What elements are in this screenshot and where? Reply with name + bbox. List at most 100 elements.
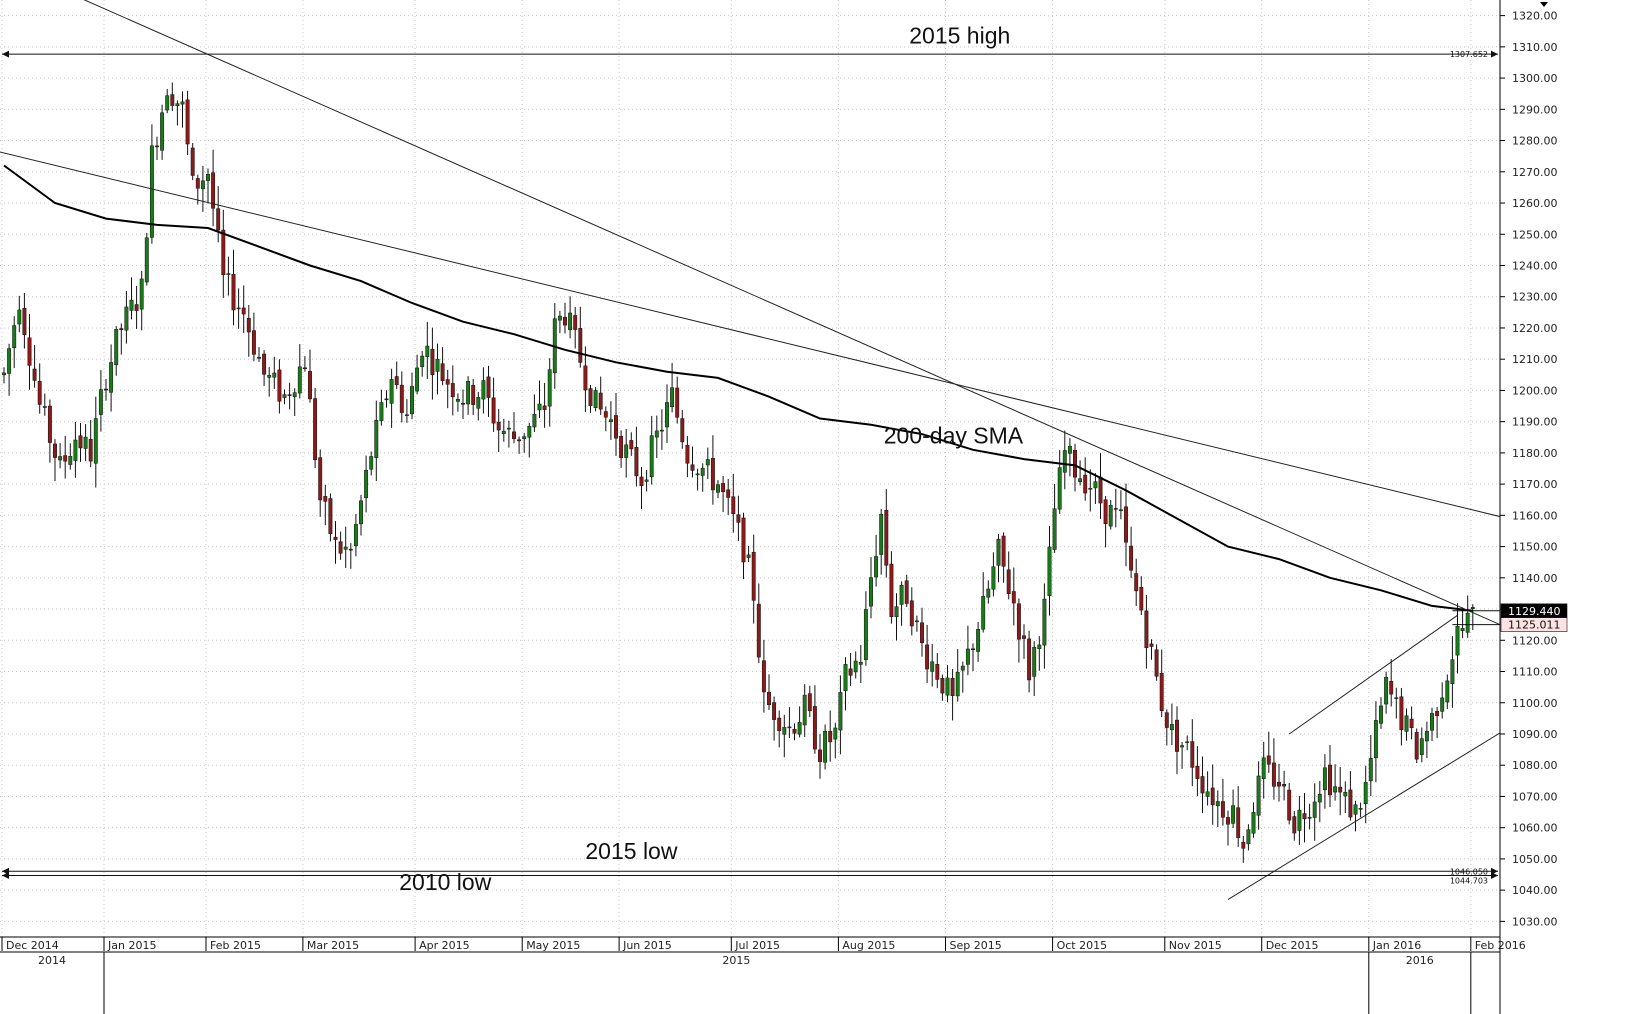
candle-body [216,208,221,231]
candle-body [170,94,175,106]
candle-body [88,439,93,462]
candle-body [1236,807,1241,838]
candle [654,415,659,459]
chart-annotation: 200-day SMA [884,423,1024,449]
candle-body [568,312,573,331]
candle-body [1088,488,1093,490]
candle [1328,745,1332,808]
candle [1440,682,1445,719]
candle-body [226,273,231,275]
candle-body [1333,786,1338,793]
candle [1394,687,1399,719]
candle-body [787,726,792,729]
candle [78,423,83,462]
candle-body [32,368,37,381]
candle [1093,473,1098,505]
candle-body [12,325,17,348]
candle-body [721,483,726,493]
candle [772,696,777,741]
candle [522,432,527,453]
candle-body [476,397,481,409]
candle-body [563,316,567,326]
candle [1373,701,1378,783]
candle-body [318,457,323,501]
candle-body [257,356,261,359]
candle [37,363,42,414]
candle-body [1083,474,1088,494]
candle-body [614,415,618,439]
candle-body [1368,758,1373,782]
candle-body [1180,745,1185,748]
candle-body [838,692,843,731]
candle [435,343,440,395]
candle [476,391,481,421]
candle-body [144,237,149,283]
month-label: Jun 2015 [622,939,672,952]
candle-body [843,664,848,692]
candle-body [818,749,822,762]
candle [1195,746,1200,797]
candle [1251,802,1256,838]
y-tick-label: 1290.00 [1512,103,1558,116]
candle-body [410,386,414,415]
candle-body [557,315,562,321]
candle-body [756,603,761,658]
candle-body [965,648,970,665]
candle [537,380,542,419]
month-label: Apr 2015 [419,939,470,952]
price-tag-label: 1125.011 [1508,619,1561,632]
candle-body [1430,713,1434,731]
candle-body [512,431,516,439]
candle-body [491,397,496,424]
candle [1353,800,1358,832]
y-tick-label: 1270.00 [1512,166,1558,179]
candle [874,534,879,587]
candle [226,256,231,296]
candle-body [945,677,950,696]
y-tick-label: 1030.00 [1512,915,1558,928]
candle-body [27,337,32,366]
candle-body [1164,712,1169,728]
candle [1343,781,1348,814]
candle-body [104,388,108,391]
candle-body [420,355,425,368]
candle-body [109,362,114,393]
candle [7,343,12,396]
candle [134,285,139,330]
candle-body [991,566,996,590]
candle [1317,780,1322,823]
candle-body [160,112,165,151]
candle [512,412,516,444]
candle-body [1460,628,1465,632]
candle [710,435,715,505]
candle [1088,469,1093,512]
candle [731,473,736,533]
candle-body [593,390,598,408]
candle-body [904,580,909,604]
candle-body [909,600,914,627]
candle-body [124,306,129,331]
candle [1322,754,1327,809]
candle [1277,763,1281,802]
chart-annotation: 2015 high [909,23,1010,49]
y-tick-label: 1250.00 [1512,228,1558,241]
candle [563,302,567,334]
candle-body [47,405,52,443]
candle [251,312,256,362]
candle [598,376,603,415]
candle [185,90,190,155]
candle-body [246,318,251,333]
candle-body [190,147,195,176]
y-tick-label: 1230.00 [1512,291,1558,304]
candle-body [1149,643,1154,647]
candle-body [1470,607,1475,609]
candle-body [1379,705,1383,724]
candle [925,624,930,683]
candle-body [889,563,894,617]
candle [940,674,945,701]
candle-body [1006,569,1011,594]
candle-body [1215,801,1220,807]
candle [573,307,578,349]
candle [1108,499,1113,530]
candle [175,100,180,126]
